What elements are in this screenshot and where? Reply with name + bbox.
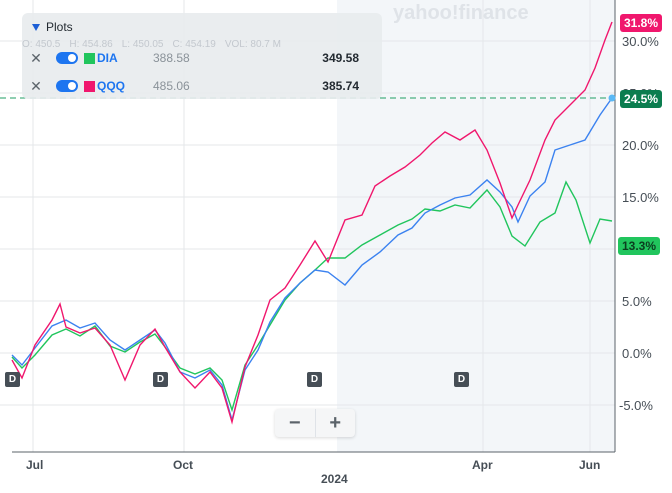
- svg-text:-5.0%: -5.0%: [619, 398, 653, 413]
- dividend-marker[interactable]: D: [153, 372, 168, 387]
- dia-symbol[interactable]: DIA: [97, 51, 118, 65]
- legend-row-dia: ✕ DIA 388.58 349.58: [30, 49, 370, 67]
- plots-toggle[interactable]: Plots: [32, 20, 73, 34]
- svg-text:15.0%: 15.0%: [622, 190, 659, 205]
- qqq-swatch: [84, 80, 95, 92]
- shaded-region-2024: [337, 0, 615, 452]
- last-point-marker: [608, 94, 616, 102]
- dividend-marker[interactable]: D: [5, 372, 20, 387]
- svg-text:20.0%: 20.0%: [622, 138, 659, 153]
- svg-text:Oct: Oct: [173, 458, 193, 472]
- dia-value2: 349.58: [322, 51, 359, 65]
- zoom-out-button[interactable]: −: [275, 409, 316, 437]
- svg-text:0.0%: 0.0%: [622, 346, 652, 361]
- qqq-price-badge: 31.8%: [620, 14, 663, 32]
- qqq-value1: 485.06: [153, 79, 190, 93]
- main-price-badge: 24.5%: [620, 90, 663, 108]
- toggle-qqq[interactable]: [56, 80, 78, 92]
- series-main-line: [11, 97, 613, 423]
- svg-text:5.0%: 5.0%: [622, 294, 652, 309]
- toggle-dia[interactable]: [56, 52, 78, 64]
- series-qqq-line: [11, 21, 613, 425]
- zoom-in-button[interactable]: +: [329, 412, 342, 434]
- svg-text:30.0%: 30.0%: [622, 34, 659, 49]
- dia-price-badge: 13.3%: [618, 237, 661, 255]
- caret-down-icon: [32, 23, 40, 31]
- dividend-marker[interactable]: D: [307, 372, 322, 387]
- qqq-value2: 385.74: [322, 79, 359, 93]
- watermark: yahoo!finance: [393, 2, 529, 24]
- svg-text:Jun: Jun: [579, 458, 600, 472]
- remove-dia-icon[interactable]: ✕: [30, 49, 42, 66]
- legend-row-qqq: ✕ QQQ 485.06 385.74: [30, 77, 370, 95]
- remove-qqq-icon[interactable]: ✕: [30, 77, 42, 94]
- x-axis-labels: Jul Oct 2024 Apr Jun: [26, 458, 600, 486]
- plots-legend: Plots O: 450.5 H: 454.86 L: 450.05 C: 454.1…: [22, 13, 382, 99]
- dia-swatch: [84, 52, 95, 64]
- dividend-marker[interactable]: D: [454, 372, 469, 387]
- svg-text:Apr: Apr: [472, 458, 493, 472]
- svg-text:Jul: Jul: [26, 458, 43, 472]
- svg-text:2024: 2024: [321, 472, 348, 486]
- qqq-symbol[interactable]: QQQ: [97, 79, 126, 93]
- ohlc-readout: O: 450.5 H: 454.86 L: 450.05 C: 454.19 VOL: …: [22, 39, 281, 50]
- zoom-controls: − +: [275, 409, 355, 437]
- dia-value1: 388.58: [153, 51, 190, 65]
